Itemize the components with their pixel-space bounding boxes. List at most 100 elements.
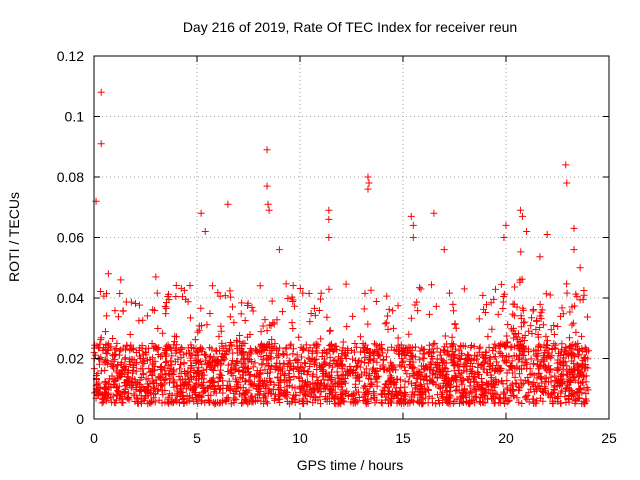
data-point	[312, 355, 320, 363]
data-point	[266, 368, 274, 376]
data-point	[289, 282, 297, 290]
data-point	[203, 385, 211, 393]
data-point	[370, 355, 378, 363]
data-point	[440, 346, 448, 354]
data-point	[154, 385, 162, 393]
data-point	[163, 350, 171, 358]
data-point	[331, 388, 339, 396]
data-point	[404, 348, 412, 356]
data-point	[446, 289, 454, 297]
axis-ticks: 0 5 10 15 20 25 0 0.02 0.04 0.06 0.08 0.1 0.12	[57, 48, 617, 446]
data-point	[191, 336, 199, 344]
data-point	[568, 303, 576, 311]
data-point	[564, 384, 572, 392]
outlier-point	[516, 206, 524, 214]
data-point	[550, 340, 558, 348]
data-point	[571, 399, 579, 407]
data-point	[377, 344, 385, 352]
data-point	[471, 386, 479, 394]
data-point	[536, 394, 544, 402]
data-point	[497, 367, 505, 375]
data-point	[271, 391, 279, 399]
y-tick-label: 0.02	[57, 351, 84, 367]
data-point	[180, 360, 188, 368]
data-point	[372, 367, 380, 375]
data-point	[351, 368, 359, 376]
data-point	[568, 357, 576, 365]
outlier-point	[365, 179, 373, 187]
data-point	[536, 385, 544, 393]
data-point	[101, 328, 109, 336]
outlier-point	[563, 179, 571, 187]
data-point	[546, 365, 554, 373]
data-point	[573, 390, 581, 398]
data-point	[550, 331, 558, 339]
data-point	[416, 382, 424, 390]
data-point	[513, 394, 521, 402]
data-point	[355, 377, 363, 385]
data-point	[491, 285, 499, 293]
data-point	[229, 349, 237, 357]
outlier-point	[409, 221, 417, 229]
data-point	[499, 305, 507, 313]
data-point	[443, 387, 451, 395]
data-point	[163, 357, 171, 365]
data-point	[354, 374, 362, 382]
data-point	[306, 318, 314, 326]
data-point	[410, 364, 418, 372]
data-point	[306, 344, 314, 352]
data-point	[563, 289, 571, 297]
data-point	[321, 385, 329, 393]
data-point	[361, 396, 369, 404]
data-point	[566, 378, 574, 386]
data-point	[448, 333, 456, 341]
y-tick-label: 0.08	[57, 169, 84, 185]
data-point	[98, 399, 106, 407]
data-point	[420, 350, 428, 358]
data-point	[186, 282, 194, 290]
data-point	[449, 342, 457, 350]
data-point	[532, 351, 540, 359]
data-point	[289, 350, 297, 358]
data-point	[285, 370, 293, 378]
data-point	[195, 368, 203, 376]
data-point	[416, 388, 424, 396]
data-point	[415, 367, 423, 375]
outlier-point	[325, 206, 333, 214]
data-point	[280, 350, 288, 358]
data-point	[124, 373, 132, 381]
data-point	[429, 340, 437, 348]
data-point	[558, 346, 566, 354]
data-point	[339, 338, 347, 346]
data-point	[303, 371, 311, 379]
data-point	[295, 373, 303, 381]
data-point	[521, 318, 529, 326]
data-point	[301, 391, 309, 399]
data-point	[449, 340, 457, 348]
data-point	[557, 399, 565, 407]
data-point	[370, 340, 378, 348]
data-point	[108, 362, 116, 370]
data-point	[100, 292, 108, 300]
data-point	[300, 359, 308, 367]
data-point	[299, 346, 307, 354]
data-point	[96, 287, 104, 295]
data-point	[347, 398, 355, 406]
data-point	[538, 388, 546, 396]
outlier-point	[325, 215, 333, 223]
data-point	[206, 382, 214, 390]
data-point	[466, 400, 474, 408]
data-point	[522, 345, 530, 353]
data-point	[432, 302, 440, 310]
data-point	[361, 289, 369, 297]
data-point	[240, 364, 248, 372]
data-point	[426, 348, 434, 356]
data-point	[338, 386, 346, 394]
outlier-point	[523, 227, 531, 235]
data-point	[471, 351, 479, 359]
data-point	[560, 351, 568, 359]
data-point	[244, 301, 252, 309]
data-point	[571, 376, 579, 384]
data-point	[295, 333, 303, 341]
data-point	[468, 342, 476, 350]
